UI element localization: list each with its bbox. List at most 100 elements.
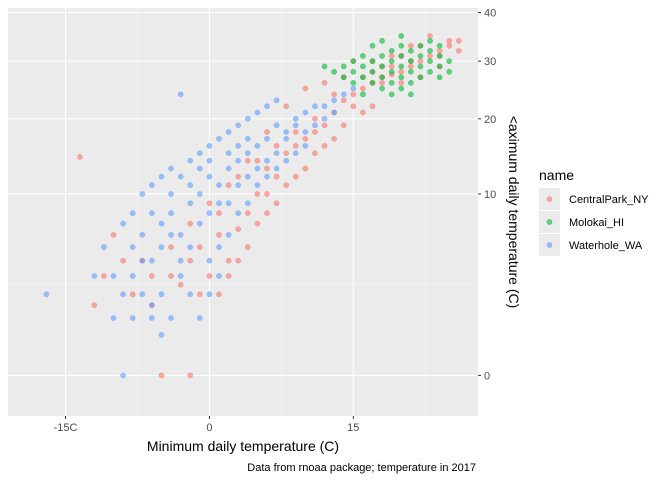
data-point xyxy=(283,150,289,156)
data-point xyxy=(398,63,405,70)
legend-label: Waterhole_WA xyxy=(569,240,643,252)
x-tick-label: 0 xyxy=(206,422,212,434)
data-point xyxy=(321,143,328,149)
data-point xyxy=(331,97,337,104)
data-point xyxy=(302,85,309,92)
data-point xyxy=(292,143,299,149)
data-point xyxy=(379,74,385,81)
data-point xyxy=(312,122,318,129)
data-point xyxy=(206,173,213,180)
data-point xyxy=(216,273,222,279)
data-point xyxy=(283,103,289,110)
data-point xyxy=(321,63,328,70)
data-point xyxy=(340,63,347,70)
y-axis-title: <aximum daily temperature (C) xyxy=(506,116,522,309)
data-point xyxy=(264,103,270,110)
data-point xyxy=(388,63,395,70)
data-point xyxy=(158,244,165,250)
data-point xyxy=(235,226,242,232)
data-point xyxy=(398,53,405,59)
data-point xyxy=(91,273,98,279)
y-tick-label: 30 xyxy=(484,56,496,68)
data-point xyxy=(120,220,126,227)
data-point xyxy=(225,150,232,156)
x-tick-label: -15C xyxy=(54,422,78,434)
legend-swatch xyxy=(546,242,553,248)
data-point xyxy=(388,68,395,75)
data-point xyxy=(408,42,414,49)
data-point xyxy=(379,80,385,86)
data-point xyxy=(427,33,433,39)
data-point xyxy=(417,63,424,70)
chart-caption: Data from rnoaa package; temperature in … xyxy=(247,462,476,474)
legend-item: Waterhole_WA xyxy=(539,234,643,256)
data-point xyxy=(360,53,366,59)
data-point xyxy=(177,257,184,264)
data-point xyxy=(187,257,194,264)
data-point xyxy=(149,302,155,308)
data-point xyxy=(398,74,405,81)
data-point xyxy=(302,136,309,142)
data-point xyxy=(254,182,261,188)
data-point xyxy=(216,244,222,250)
data-point xyxy=(197,220,203,227)
data-point xyxy=(206,200,213,207)
data-point xyxy=(417,53,424,59)
data-point xyxy=(446,42,453,49)
legend-swatch xyxy=(546,219,553,225)
data-point xyxy=(168,315,174,321)
data-point xyxy=(235,143,242,149)
data-point xyxy=(408,91,414,98)
data-point xyxy=(360,91,366,98)
data-point xyxy=(187,244,194,250)
data-point xyxy=(158,372,165,379)
data-point xyxy=(158,173,165,180)
data-point xyxy=(254,157,261,164)
data-point xyxy=(350,80,357,86)
data-point xyxy=(244,210,251,216)
data-point xyxy=(340,97,347,104)
data-point xyxy=(168,232,174,238)
data-point xyxy=(264,157,270,164)
data-point xyxy=(149,210,155,216)
data-point xyxy=(197,165,203,172)
data-point xyxy=(139,291,146,298)
data-point xyxy=(388,53,395,59)
data-point xyxy=(292,116,299,122)
data-point xyxy=(408,68,414,75)
data-point xyxy=(350,91,357,98)
data-point xyxy=(101,273,107,279)
data-point xyxy=(101,244,107,250)
data-point xyxy=(302,129,309,135)
data-point xyxy=(379,63,385,70)
data-point xyxy=(264,210,270,216)
data-point xyxy=(369,80,376,86)
data-point xyxy=(427,58,433,64)
data-point xyxy=(158,332,165,338)
data-point xyxy=(273,122,280,129)
data-point xyxy=(158,220,165,227)
data-point xyxy=(177,91,184,98)
data-point xyxy=(398,42,405,49)
data-point xyxy=(235,257,242,264)
data-point xyxy=(312,103,318,110)
minor-gridlines xyxy=(8,8,478,416)
data-point xyxy=(350,68,357,75)
data-point xyxy=(244,173,251,180)
data-point xyxy=(331,91,337,98)
data-point xyxy=(321,122,328,129)
data-point xyxy=(254,143,261,149)
data-point xyxy=(360,63,366,70)
data-point xyxy=(264,136,270,142)
data-point xyxy=(168,244,174,250)
data-point xyxy=(427,38,433,44)
x-axis-title: Minimum daily temperature (C) xyxy=(147,438,339,454)
data-point xyxy=(225,182,232,188)
data-point xyxy=(292,122,299,129)
data-point xyxy=(369,103,376,110)
series-molokai-hi xyxy=(321,33,453,98)
data-point xyxy=(149,257,155,264)
data-point xyxy=(283,129,289,135)
